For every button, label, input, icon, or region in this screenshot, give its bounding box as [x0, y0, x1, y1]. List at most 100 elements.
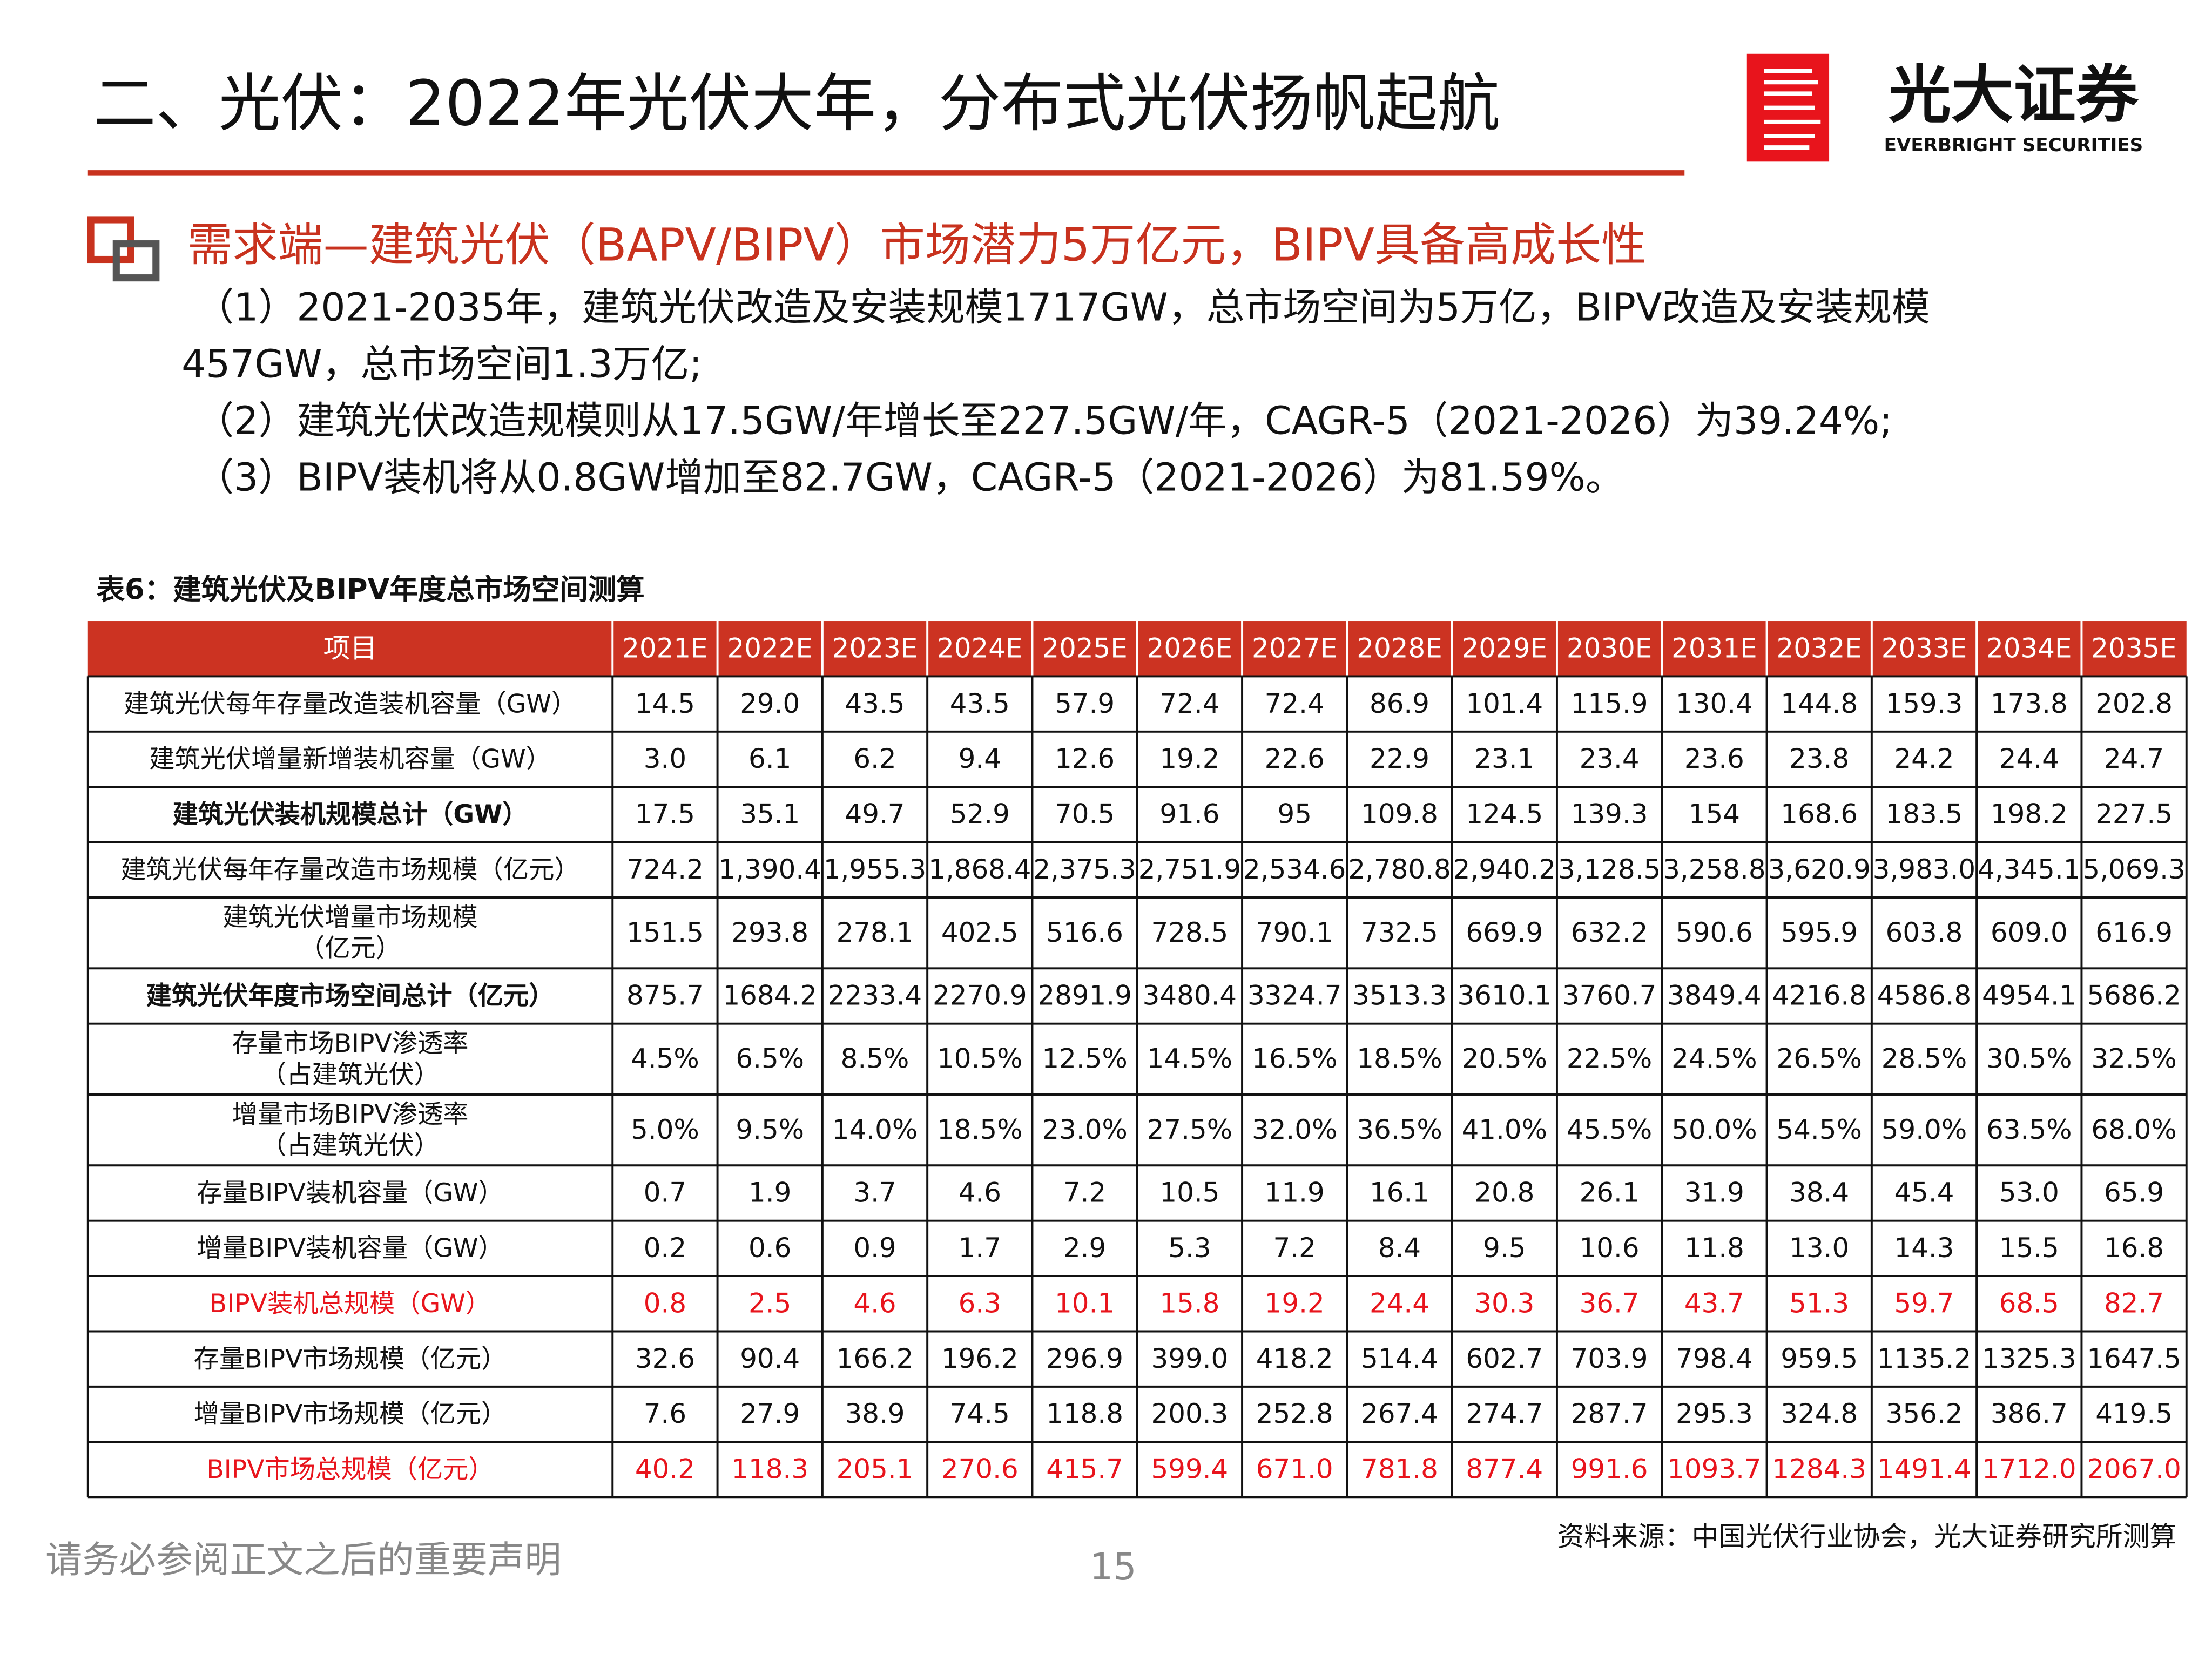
cell: 790.1 [1256, 917, 1333, 948]
cell: 101.4 [1466, 688, 1543, 719]
cell: 959.5 [1781, 1343, 1858, 1374]
cell: 23.6 [1684, 743, 1744, 774]
cell: 595.9 [1781, 917, 1858, 948]
header-cell: 2021E [622, 632, 707, 664]
cell: 12.6 [1055, 743, 1115, 774]
cell: 54.5% [1776, 1114, 1862, 1145]
cell: 23.0% [1042, 1114, 1127, 1145]
cell: 10.5 [1159, 1177, 1219, 1208]
cell: 991.6 [1571, 1454, 1648, 1485]
cell: 14.5% [1147, 1043, 1232, 1074]
cell: 196.2 [941, 1343, 1019, 1374]
cell: 1712.0 [1982, 1454, 2076, 1485]
cell: 7.2 [1063, 1177, 1106, 1208]
cell: 252.8 [1256, 1398, 1333, 1429]
cell: 50.0% [1671, 1114, 1757, 1145]
cell: 1284.3 [1772, 1454, 1866, 1485]
cell: 9.5% [736, 1114, 804, 1145]
cell: 28.5% [1881, 1043, 1967, 1074]
cell: 59.0% [1881, 1114, 1967, 1145]
cell: 5,069.3 [2082, 854, 2185, 885]
cell: 154 [1689, 799, 1740, 830]
cell: 173.8 [1991, 688, 2068, 719]
cell: 418.2 [1256, 1343, 1333, 1374]
bullet: （1）2021-2035年，建筑光伏改造及安装规模1717GW，总市场空间为5万… [181, 286, 1930, 387]
cell: 2,780.8 [1348, 854, 1451, 885]
cell: 90.4 [740, 1343, 800, 1374]
header-cell: 2028E [1357, 632, 1442, 664]
cell: 3.7 [853, 1177, 896, 1208]
header-cell: 2022E [727, 632, 812, 664]
cell: 205.1 [837, 1454, 914, 1485]
row-label: 增量市场BIPV渗透率 [232, 1099, 469, 1129]
cell: 3,128.5 [1558, 854, 1661, 885]
cell: 22.6 [1265, 743, 1325, 774]
cell: 0.2 [644, 1232, 686, 1264]
cell: 781.8 [1361, 1454, 1438, 1485]
cell: 6.5% [736, 1043, 804, 1074]
cell: 296.9 [1046, 1343, 1123, 1374]
cell: 43.5 [950, 688, 1010, 719]
header-cell: 2033E [1881, 632, 1967, 664]
cell: 31.9 [1684, 1177, 1744, 1208]
cell: 159.3 [1886, 688, 1963, 719]
cell: 130.4 [1676, 688, 1753, 719]
header-cell: 2025E [1042, 632, 1127, 664]
cell: 168.6 [1781, 799, 1858, 830]
cell: 603.8 [1886, 917, 1963, 948]
source: 资料来源：中国光伏行业协会，光大证券研究所测算 [1557, 1521, 2176, 1552]
cell: 3324.7 [1247, 980, 1342, 1011]
cell: 18.5% [937, 1114, 1022, 1145]
cell: 2233.4 [828, 980, 922, 1011]
cell: 72.4 [1159, 688, 1219, 719]
cell: 82.7 [2104, 1287, 2164, 1319]
cell: 200.3 [1151, 1398, 1229, 1429]
bullet-list: （1）2021-2035年，建筑光伏改造及安装规模1717GW，总市场空间为5万… [181, 281, 2096, 508]
cell: 38.4 [1789, 1177, 1849, 1208]
cell: 59.7 [1894, 1287, 1954, 1319]
cell: 144.8 [1781, 688, 1858, 719]
cell: 45.5% [1567, 1114, 1652, 1145]
row-label: 存量BIPV装机容量（GW） [197, 1178, 504, 1208]
cell: 41.0% [1462, 1114, 1547, 1145]
cell: 3480.4 [1143, 980, 1237, 1011]
row-label: BIPV市场总规模（亿元） [206, 1455, 494, 1484]
cell: 166.2 [837, 1343, 914, 1374]
cell: 514.4 [1361, 1343, 1438, 1374]
cell: 10.5% [937, 1043, 1022, 1074]
header-cell: 2034E [1986, 632, 2072, 664]
row-label: 建筑光伏增量市场规模 [222, 902, 478, 932]
cell: 52.9 [950, 799, 1010, 830]
cell: 11.9 [1265, 1177, 1325, 1208]
cell: 1,955.3 [824, 854, 926, 885]
cell: 267.4 [1361, 1398, 1438, 1429]
cell: 22.9 [1370, 743, 1429, 774]
cell: 1491.4 [1877, 1454, 1972, 1485]
cell: 19.2 [1265, 1287, 1325, 1319]
cell: 4216.8 [1772, 980, 1866, 1011]
cell: 43.7 [1684, 1287, 1744, 1319]
cell: 602.7 [1466, 1343, 1543, 1374]
cell: 30.5% [1986, 1043, 2072, 1074]
cell: 72.4 [1265, 688, 1325, 719]
row-label: 建筑光伏每年存量改造市场规模（亿元） [120, 855, 580, 884]
cell: 70.5 [1055, 799, 1115, 830]
cell: 877.4 [1466, 1454, 1543, 1485]
cell: 295.3 [1676, 1398, 1753, 1429]
cell: 15.5 [1999, 1232, 2059, 1264]
cell: 18.5% [1357, 1043, 1442, 1074]
cell: 40.2 [635, 1454, 695, 1485]
cell: 287.7 [1571, 1398, 1648, 1429]
cell: 16.8 [2104, 1232, 2164, 1264]
cell: 728.5 [1151, 917, 1229, 948]
cell: 1093.7 [1667, 1454, 1762, 1485]
cell: 57.9 [1055, 688, 1115, 719]
cell: 74.5 [950, 1398, 1010, 1429]
row-label: （亿元） [299, 934, 401, 963]
logo-name: 光大证券 [1889, 59, 2139, 132]
cell: 5686.2 [2087, 980, 2181, 1011]
cell: 419.5 [2095, 1398, 2173, 1429]
row-label: 建筑光伏每年存量改造装机容量（GW） [124, 689, 577, 719]
cell: 115.9 [1571, 688, 1648, 719]
